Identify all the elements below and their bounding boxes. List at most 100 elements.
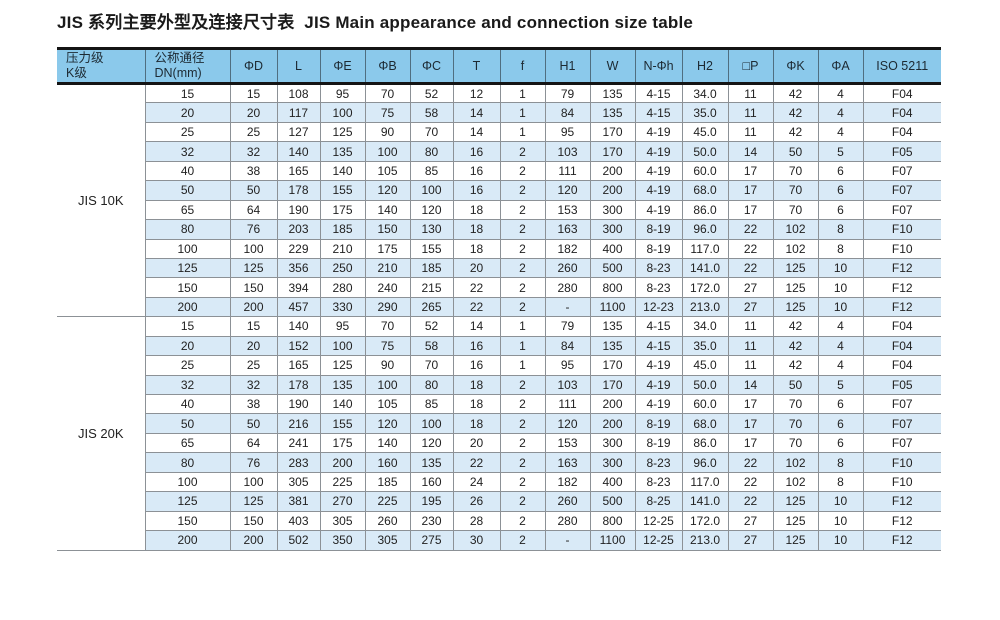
table-cell: 16 <box>452 355 501 376</box>
table-cell: 1 <box>499 102 546 123</box>
table-cell: 150 <box>144 510 231 532</box>
table-cell: 4 <box>817 316 864 337</box>
table-cell: 170 <box>589 121 636 143</box>
table-cell: 140 <box>276 316 321 337</box>
table-cell: 4-19 <box>634 393 683 415</box>
table-cell: 14 <box>727 374 774 396</box>
table-cell: 120 <box>409 432 454 454</box>
table-cell: F05 <box>862 374 941 396</box>
table-row: JIS 20K 15 15 140 95 70 52 14 1 79 135 4-15 34.0 11 42… <box>57 316 941 550</box>
table-cell: 203 <box>276 219 321 240</box>
table-cell: 125 <box>772 296 819 318</box>
table-cell: 11 <box>727 335 774 357</box>
table-cell: 95 <box>544 355 591 376</box>
table-cell: 75 <box>364 102 411 123</box>
table-cell: 34.0 <box>681 82 729 104</box>
table-cell: 32 <box>229 374 278 396</box>
table-cell: 2 <box>499 452 546 473</box>
table-cell: 155 <box>319 413 366 434</box>
table-cell: 200 <box>319 452 366 473</box>
table-cell: 200 <box>229 296 278 318</box>
table-cell: 14 <box>452 121 501 143</box>
table-cell: 102 <box>772 238 819 259</box>
pressure-class-label: JIS 20K <box>57 316 146 550</box>
table-cell: 300 <box>589 219 636 240</box>
table-cell: F10 <box>862 219 941 240</box>
table-cell: F12 <box>862 277 941 298</box>
table-cell: 160 <box>364 452 411 473</box>
table-cell: 165 <box>276 355 321 376</box>
table-cell: 80 <box>409 374 454 396</box>
table-cell: 68.0 <box>681 180 729 201</box>
table-cell: 135 <box>319 141 366 162</box>
table-row: 125 125 356 250 210 185 20 2 260 500 8-23 141.0 22 12… <box>57 257 941 279</box>
table-cell: 140 <box>364 199 411 221</box>
table-cell: 457 <box>276 296 321 318</box>
table-cell: 10 <box>817 491 864 512</box>
table-cell: F04 <box>862 355 941 376</box>
table-row: 25 25 127 125 90 70 14 1 95 170 4-19 45.0 11 42 4 F04 <box>57 121 941 143</box>
table-cell: 75 <box>364 335 411 357</box>
table-cell: 76 <box>229 219 278 240</box>
table-cell: 135 <box>589 335 636 357</box>
table-cell: 15 <box>144 82 231 104</box>
table-cell: 25 <box>144 355 231 376</box>
table-cell: 229 <box>276 238 321 259</box>
table-cell: 70 <box>772 199 819 221</box>
table-cell: 100 <box>319 102 366 123</box>
table-cell: 40 <box>144 393 231 415</box>
table-cell: 200 <box>144 296 231 318</box>
table-cell: 38 <box>229 393 278 415</box>
table-cell: 10 <box>817 296 864 318</box>
table-cell: 502 <box>276 530 321 551</box>
table-cell: 42 <box>772 335 819 357</box>
table-cell: 216 <box>276 413 321 434</box>
table-cell: 100 <box>364 374 411 396</box>
column-header: ΦK <box>772 47 818 85</box>
table-cell: 16 <box>452 160 501 182</box>
table-cell: 18 <box>452 238 501 259</box>
table-cell: 135 <box>589 316 636 337</box>
table-cell: 10 <box>817 257 864 279</box>
table-cell: 2 <box>499 257 546 279</box>
table-row: 50 50 216 155 120 100 18 2 120 200 8-19 68.0 17 70 6 F0… <box>57 413 941 434</box>
table-cell: F04 <box>862 121 941 143</box>
table-cell: 15 <box>229 316 278 337</box>
table-cell: 500 <box>589 257 636 279</box>
table-cell: 4-19 <box>634 180 683 201</box>
table-cell: 4-19 <box>634 121 683 143</box>
table-cell: F04 <box>862 82 941 104</box>
table-cell: 111 <box>544 393 591 415</box>
table-cell: 11 <box>727 316 774 337</box>
table-row: JIS 10K 15 15 108 95 70 52 12 1 79 135 4-15 34.0 11 42… <box>57 82 941 317</box>
table-cell: F12 <box>862 510 941 532</box>
table-cell: 8-23 <box>634 277 683 298</box>
table-cell: 280 <box>544 510 591 532</box>
table-cell: 200 <box>229 530 278 551</box>
table-row: 200 200 457 330 290 265 22 2-1100 12-23 213.0 27 12… <box>57 296 941 318</box>
table-cell: 102 <box>772 452 819 473</box>
table-cell: 260 <box>364 510 411 532</box>
table-row: 32 32 178 135 100 80 18 2 103 170 4-19 50.0 14 50 5 F05 <box>57 374 941 396</box>
table-cell: 150 <box>229 277 278 298</box>
table-cell: 6 <box>817 432 864 454</box>
table-cell: 185 <box>364 471 411 493</box>
table-cell: 22 <box>452 277 501 298</box>
table-cell: 90 <box>364 121 411 143</box>
table-cell: 163 <box>544 452 591 473</box>
table-cell: 300 <box>589 199 636 221</box>
table-cell: 11 <box>727 102 774 123</box>
table-cell: 6 <box>817 180 864 201</box>
table-cell: 16 <box>452 180 501 201</box>
table-cell: 96.0 <box>681 219 729 240</box>
table-cell: - <box>544 530 591 551</box>
table-cell: 153 <box>544 199 591 221</box>
table-cell: 27 <box>727 530 774 551</box>
table-cell: 60.0 <box>681 160 729 182</box>
table-cell: 35.0 <box>681 335 729 357</box>
table-cell: 4-19 <box>634 374 683 396</box>
table-cell: 195 <box>409 491 454 512</box>
table-cell: 125 <box>772 257 819 279</box>
table-row: 65 64 190 175 140 120 18 2 153 300 4-19 86.0 17 70 6 F0… <box>57 199 941 221</box>
table-cell: 150 <box>144 277 231 298</box>
